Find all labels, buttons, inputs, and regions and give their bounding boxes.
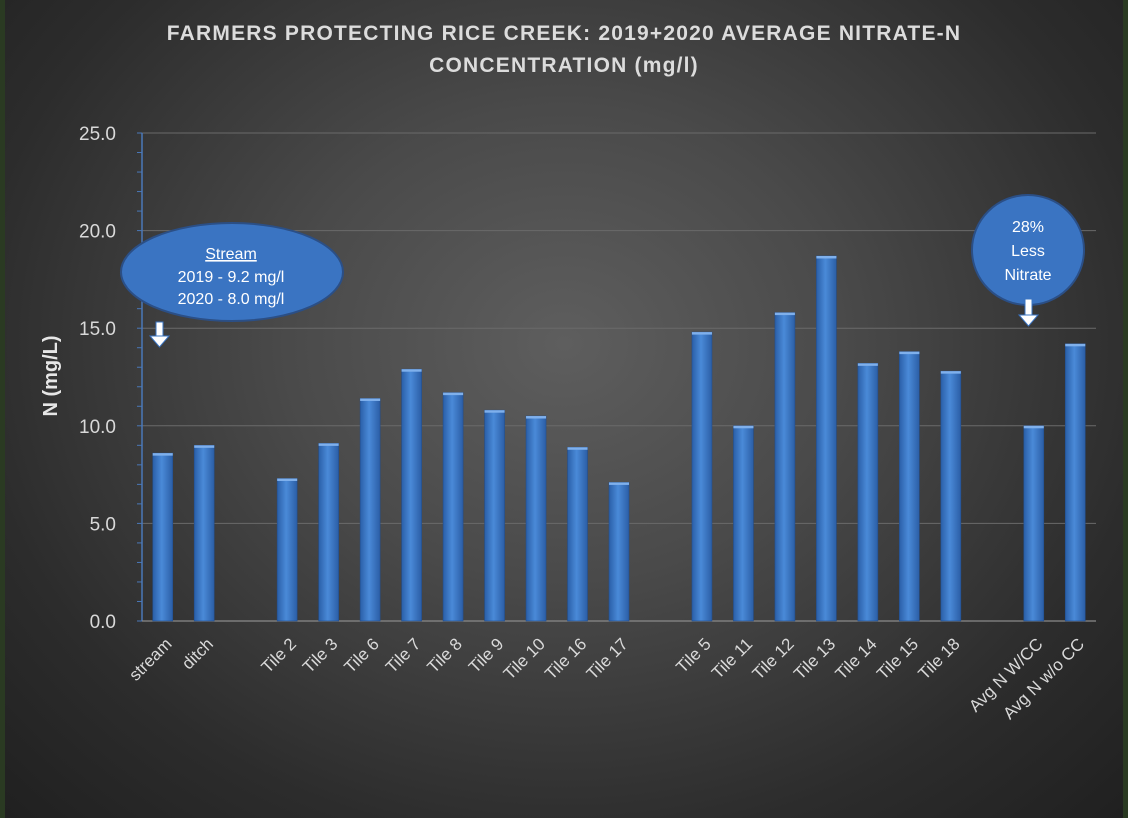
down-arrow-icon: [1017, 298, 1040, 327]
stream-callout: Stream 2019 - 9.2 mg/l 2020 - 8.0 mg/l: [120, 222, 344, 348]
bar: [318, 443, 339, 622]
bar-cap: [857, 363, 878, 366]
y-axis-label: N (mg/L): [40, 335, 62, 416]
bar: [857, 363, 879, 622]
bar: [940, 370, 962, 622]
bar-cap: [194, 445, 215, 448]
bar-cap: [443, 392, 464, 396]
x-tick-label: Tile 8: [424, 634, 466, 676]
callout-line: 2019 - 9.2 mg/l: [178, 269, 285, 286]
bar: [733, 425, 754, 622]
y-tick-label: 25.0: [79, 124, 116, 145]
chart-panel: [5, 0, 1123, 818]
bar-cap: [774, 312, 795, 316]
bar-cap: [691, 332, 712, 335]
bar-cap: [816, 255, 837, 259]
bar: [525, 415, 547, 622]
y-tick-label: 10.0: [79, 417, 116, 438]
bar: [359, 398, 381, 622]
bar: [567, 446, 588, 622]
bar-cap: [1065, 343, 1086, 347]
callout-ellipse: [120, 222, 344, 322]
x-tick-label: Tile 6: [341, 634, 383, 676]
bar: [442, 392, 464, 622]
bar-cap: [609, 482, 629, 485]
y-tick-label: 0.0: [90, 612, 116, 633]
x-tick-label: Tile 18: [915, 634, 964, 683]
bar-cap: [1023, 425, 1044, 429]
bar: [276, 478, 298, 622]
callout-line: Less: [1011, 243, 1045, 260]
bar-cap: [277, 478, 298, 482]
bar: [484, 409, 505, 622]
bar-cap: [401, 369, 422, 372]
bar: [193, 445, 215, 622]
x-tick-label: Tile 14: [832, 634, 881, 683]
x-tick-labels: stream ditch Tile 2 Tile 3 Tile 6 Tile 7 Tile …: [125, 634, 1088, 723]
callout-line: 28%: [1012, 219, 1044, 236]
y-tick-label: 15.0: [79, 319, 116, 340]
chart-title: FARMERS PROTECTING RICE CREEK: 2019+2020…: [166, 22, 962, 77]
bar: [152, 452, 174, 622]
less-nitrate-callout: 28% Less Nitrate: [971, 194, 1085, 327]
x-tick-label: Tile 17: [583, 634, 632, 683]
bar-cap: [360, 398, 381, 401]
bars: [152, 255, 1086, 622]
callout-line: 2020 - 8.0 mg/l: [178, 291, 285, 308]
x-tick-label: Tile 15: [873, 634, 922, 683]
x-tick-label: Tile 11: [708, 634, 756, 682]
y-tick-labels: 0.0 5.0 10.0 15.0 20.0 25.0: [79, 124, 116, 633]
bar: [691, 331, 713, 622]
x-tick-label: Tile 13: [790, 634, 839, 683]
bar: [608, 482, 630, 622]
bar-cap: [526, 416, 547, 419]
bar: [1023, 425, 1045, 622]
bar-cap: [567, 447, 588, 450]
y-tick-label: 5.0: [90, 514, 116, 535]
x-tick-label: Tile 16: [541, 634, 590, 683]
y-tick-label: 20.0: [79, 222, 116, 243]
bar-cap: [318, 443, 339, 446]
x-tick-label: Tile 12: [749, 634, 798, 683]
x-tick-label: Tile 2: [258, 634, 300, 676]
x-tick-label: Tile 7: [382, 634, 424, 676]
bar-cap: [899, 351, 920, 355]
bar: [899, 351, 920, 622]
x-tick-label: stream: [125, 634, 175, 684]
bar-cap: [733, 425, 754, 429]
callout-line: Nitrate: [1004, 267, 1051, 284]
bar: [774, 312, 796, 622]
x-tick-label: Tile 3: [299, 634, 341, 676]
bar-cap: [152, 453, 173, 456]
bar: [1064, 343, 1086, 622]
x-tick-label: Tile 10: [500, 634, 549, 683]
bar-cap: [940, 371, 961, 374]
bar-cap: [484, 410, 505, 413]
down-arrow-icon: [148, 321, 171, 348]
callout-heading: Stream: [205, 246, 257, 263]
x-tick-label: ditch: [178, 634, 217, 673]
bar: [816, 255, 837, 622]
bar: [401, 368, 422, 622]
